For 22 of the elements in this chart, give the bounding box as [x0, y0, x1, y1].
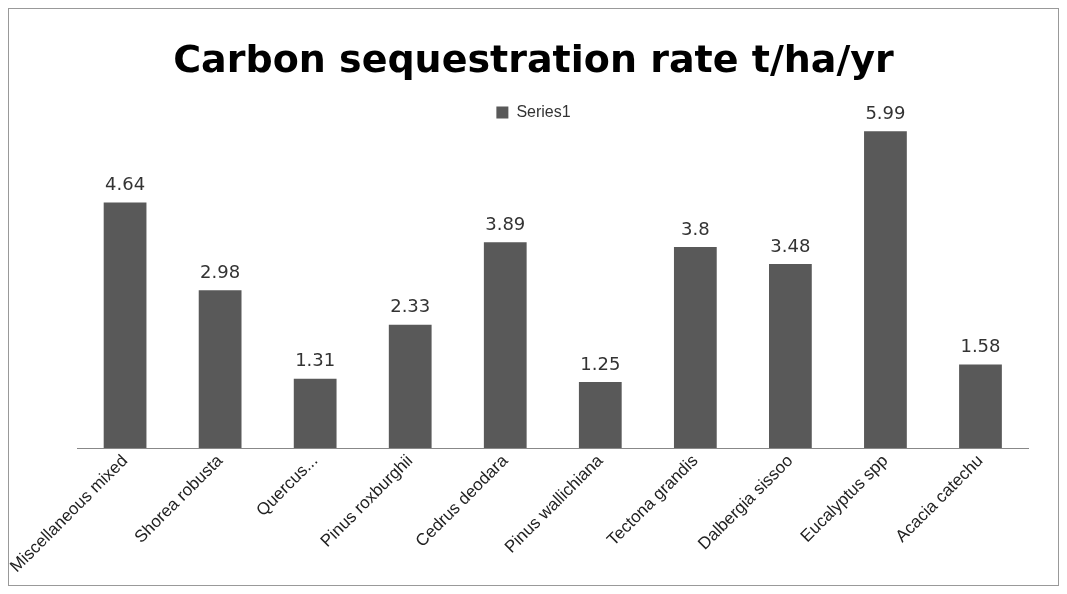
data-label: 1.58 [960, 335, 1001, 357]
data-label: 1.31 [295, 349, 336, 371]
data-label: 5.99 [865, 101, 906, 123]
data-label: 3.48 [770, 234, 811, 256]
data-label: 4.64 [105, 173, 146, 195]
data-label: 1.25 [580, 352, 621, 374]
bar [769, 263, 812, 448]
data-label: 3.8 [681, 217, 710, 239]
legend-label: Series1 [516, 103, 571, 121]
bar [673, 246, 717, 448]
bar [293, 378, 337, 448]
data-label: 3.89 [485, 212, 526, 234]
data-label: 2.98 [200, 261, 241, 283]
bar [103, 202, 147, 448]
bar [198, 290, 242, 448]
bar [959, 364, 1002, 448]
bar [578, 381, 622, 448]
data-label: 2.33 [390, 295, 431, 317]
chart-title: Carbon sequestration rate t/ha/yr [173, 36, 895, 81]
bar [388, 324, 432, 448]
bar [864, 131, 907, 448]
bar [483, 242, 527, 448]
